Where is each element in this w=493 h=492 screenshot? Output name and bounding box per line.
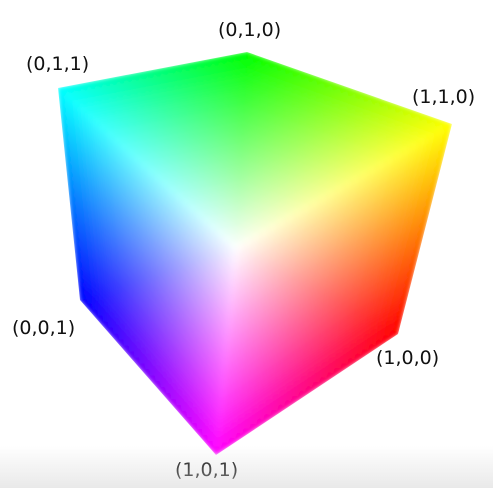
cube-shade-cell <box>269 59 280 69</box>
cube-shade-cell <box>419 211 431 222</box>
cube-shade-cell <box>395 103 407 114</box>
cube-shade-cell <box>162 392 171 403</box>
cube-shade-cell <box>115 338 124 350</box>
cube-shade-cell <box>152 380 160 391</box>
cube-shade-cell <box>293 67 304 78</box>
cube-shade-cell <box>348 87 359 97</box>
cube-shade-cell <box>136 362 145 373</box>
cube-shade-cell <box>110 332 119 344</box>
cube-shade-cell <box>105 326 113 338</box>
cube-shade-cell <box>394 308 406 319</box>
cube-shade-cell <box>400 284 412 295</box>
vertex-label-upper-right: (1,1,0) <box>412 86 475 108</box>
cube-shade-cell <box>356 89 367 100</box>
cube-shade-cell <box>173 404 181 415</box>
cube-shade-cell <box>425 187 437 198</box>
cube-shade-cell <box>415 227 426 238</box>
vertex-label-right: (1,0,0) <box>376 347 439 369</box>
cube-shade-cell <box>392 316 404 327</box>
cube-shade-cell <box>285 65 296 75</box>
cube-shade-cell <box>243 427 253 438</box>
cube-shade-cell <box>387 101 399 111</box>
vertex-label-upper-left: (0,1,1) <box>26 53 89 75</box>
cube-shade-cell <box>442 122 452 133</box>
cube-shade-cell <box>436 147 447 158</box>
cube-shade-cell <box>94 315 103 326</box>
vertex-label-top: (0,1,0) <box>218 19 281 41</box>
cube-shade-cell <box>183 416 192 427</box>
cube-shade-cell <box>157 386 166 397</box>
cube-shade-cell <box>89 309 98 320</box>
cube-shade-cell <box>126 350 134 362</box>
cube-shade-cell <box>364 92 375 103</box>
cube-shade-cell <box>84 303 92 314</box>
cube-shade-cell <box>194 428 202 439</box>
cube-shade-cell <box>199 434 207 445</box>
vertex-label-left: (0,0,1) <box>12 317 75 339</box>
cube-shade-cell <box>167 398 176 409</box>
cube-shade-cell <box>427 179 439 190</box>
cube-shade-cell <box>409 252 420 263</box>
cube-shade-cell <box>229 436 239 447</box>
cube-shade-cell <box>141 368 150 379</box>
cube-shade-cell <box>261 56 273 67</box>
cube-shade-cell <box>99 320 108 332</box>
cube-body <box>58 52 452 455</box>
cube-shade-cell <box>421 203 433 214</box>
cube-shade-cell <box>253 53 265 64</box>
cube-shade-cell <box>236 432 246 443</box>
cube-shade-cell <box>398 292 410 303</box>
vertex-label-bottom: (1,0,1) <box>175 459 238 481</box>
cube-shade-cell <box>146 374 155 385</box>
cube-shade-cell <box>277 62 288 72</box>
cube-shade-cell <box>209 446 218 455</box>
cube-shade-cell <box>188 422 197 433</box>
cube-shade-cell <box>372 95 383 105</box>
cube-shade-cell <box>429 171 441 182</box>
cube-shade-cell <box>379 98 391 108</box>
cube-shade-cell <box>131 356 139 368</box>
cube-shade-cell <box>402 276 414 287</box>
cube-shade-cell <box>204 440 213 451</box>
cube-shade-cell <box>178 410 187 421</box>
cube-shade-cell <box>120 344 129 356</box>
